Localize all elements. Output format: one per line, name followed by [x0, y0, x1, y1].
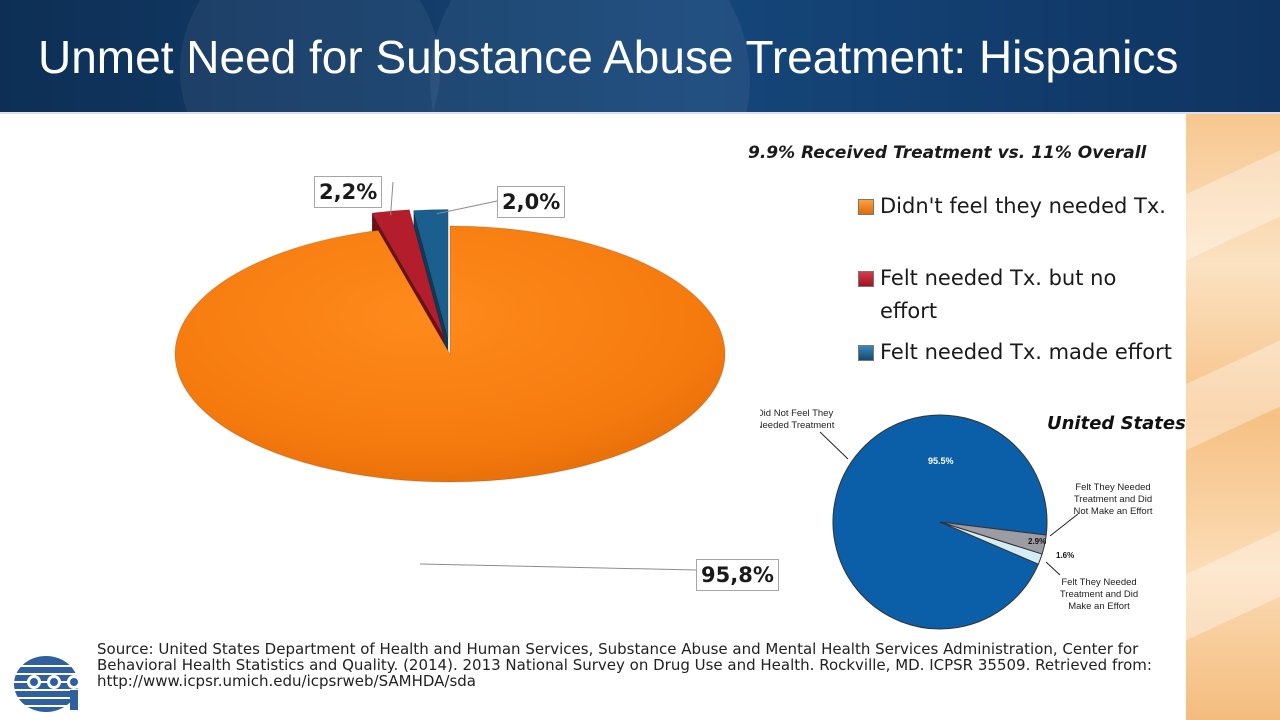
- organization-logo-icon: [14, 656, 82, 712]
- source-citation: Source: United States Department of Heal…: [97, 640, 1152, 690]
- us-value-label-did-not-feel: 95.5%: [928, 456, 954, 466]
- banner-decoration: [180, 0, 440, 112]
- leader-line-made-effort: [436, 200, 498, 215]
- data-label-no-effort: 2,2%: [314, 176, 383, 208]
- us-arrow-made-effort: [1045, 561, 1061, 576]
- slide-title: Unmet Need for Substance Abuse Treatment…: [38, 31, 1179, 83]
- chart-subtitle: 9.9% Received Treatment vs. 11% Overall: [748, 143, 1147, 163]
- hispanics-pie-chart: [174, 181, 726, 571]
- decorative-side-strip: [1186, 114, 1280, 720]
- us-arrow-no-effort: [1049, 513, 1079, 537]
- us-callout-made-effort: Felt They Needed Treatment and Did Make an…: [1060, 577, 1138, 612]
- us-arrow-did-not-feel: [819, 431, 849, 460]
- us-value-label-made-effort: 1.6%: [1056, 551, 1074, 560]
- leader-line-didnt-feel: [419, 563, 697, 571]
- us-slice-made-effort: [939, 521, 1043, 565]
- us-chart-title: United States: [1047, 413, 1186, 434]
- united-states-pie-chart: 95.5% 2.9% 1.6% Did Not Feel They Needed Tre…: [760, 408, 1153, 630]
- us-callout-no-effort: Felt They Needed Treatment and Did Not Mak…: [1073, 482, 1152, 517]
- legend-label: Felt needed Tx. made effort: [880, 340, 1172, 364]
- pie-slice-didnt-feel: [174, 225, 726, 483]
- data-label-made-effort: 2,0%: [497, 186, 566, 218]
- legend-swatch-red: [858, 271, 874, 287]
- us-callout-did-not-feel: Did Not Feel They Needed Treatment: [760, 408, 835, 431]
- legend-label: Felt needed Tx. but no effort: [880, 266, 1117, 323]
- title-divider: [0, 112, 1280, 114]
- banner-decoration: [430, 0, 750, 112]
- leader-line-no-effort: [390, 181, 394, 216]
- legend-swatch-blue: [858, 345, 874, 361]
- us-value-label-no-effort: 2.9%: [1028, 537, 1046, 546]
- legend-swatch-orange: [858, 199, 874, 215]
- pie-slice-made-effort: [413, 209, 449, 338]
- title-banner: Unmet Need for Substance Abuse Treatment…: [0, 0, 1280, 112]
- legend-label: Didn't feel they needed Tx.: [880, 194, 1166, 218]
- data-label-didnt-feel: 95,8%: [696, 559, 779, 591]
